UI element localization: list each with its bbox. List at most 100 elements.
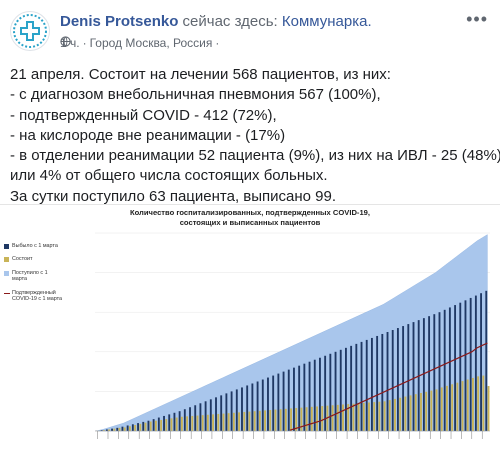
bar-current (264, 410, 266, 431)
bar-current (223, 414, 225, 431)
bar-current (482, 376, 484, 431)
bar-current (441, 387, 443, 431)
post-text-line: - с диагнозом внебольничная пневмония 56… (10, 85, 490, 105)
globe-icon[interactable] (60, 36, 71, 47)
bar-current (316, 406, 318, 431)
post-text-line: 21 апреля. Состоит на лечении 568 пациен… (10, 65, 490, 85)
bar-current (399, 398, 401, 431)
bar-current (337, 405, 339, 431)
bar-discharged (361, 342, 363, 431)
bar-discharged (381, 334, 383, 431)
bar-current (488, 386, 490, 431)
more-options-icon[interactable]: ••• (466, 14, 488, 24)
post-meta: 1 ч. · Город Москва, Россия · (60, 36, 219, 50)
bar-discharged (137, 423, 139, 431)
bar-discharged (158, 418, 160, 431)
bar-discharged (355, 344, 357, 431)
bar-current (171, 418, 173, 431)
bar-current (363, 403, 365, 431)
bar-discharged (283, 372, 285, 431)
bar-discharged (376, 336, 378, 431)
bar-current (384, 401, 386, 431)
bar-discharged (194, 405, 196, 431)
bar-current (321, 406, 323, 431)
bar-discharged (350, 346, 352, 431)
bar-discharged (335, 352, 337, 431)
bar-discharged (241, 387, 243, 431)
medical-cross-logo-icon (11, 12, 49, 50)
bar-current (285, 409, 287, 431)
bar-discharged (413, 322, 415, 431)
bar-discharged (179, 411, 181, 431)
bar-current (212, 414, 214, 431)
bar-discharged (277, 374, 279, 431)
bar-current (352, 404, 354, 431)
bar-current (176, 418, 178, 431)
place-link[interactable]: Коммунарка. (282, 13, 372, 30)
bar-discharged (387, 332, 389, 431)
bar-discharged (449, 307, 451, 431)
bar-current (217, 414, 219, 431)
bar-current (269, 410, 271, 431)
bar-discharged (272, 376, 274, 431)
bar-current (332, 405, 334, 431)
bar-current (472, 378, 474, 431)
bar-current (446, 386, 448, 431)
bar-discharged (173, 413, 175, 431)
bar-current (425, 392, 427, 431)
bar-discharged (116, 428, 118, 431)
bar-discharged (298, 366, 300, 431)
bar-discharged (397, 328, 399, 431)
bar-discharged (340, 350, 342, 431)
bar-current (150, 422, 152, 432)
meta-separator-2: · (215, 36, 219, 50)
post-text-line: - подтвержденный COVID - 412 (72%), (10, 106, 490, 126)
bar-discharged (366, 340, 368, 431)
bar-discharged (122, 427, 124, 431)
bar-discharged (246, 385, 248, 431)
post-image-chart[interactable]: Количество госпитализированных, подтверж… (0, 204, 500, 452)
bar-current (197, 416, 199, 431)
bar-current (113, 429, 115, 431)
bar-discharged (205, 401, 207, 431)
bar-discharged (220, 395, 222, 431)
bar-current (420, 393, 422, 431)
bar-current (155, 421, 157, 431)
bar-discharged (257, 382, 259, 432)
meta-separator: · (83, 36, 87, 50)
bar-discharged (407, 324, 409, 431)
bar-current (456, 383, 458, 431)
bar-discharged (163, 416, 165, 431)
bar-discharged (485, 291, 487, 431)
bar-discharged (262, 380, 264, 431)
bar-discharged (267, 378, 269, 431)
bar-discharged (199, 403, 201, 431)
bar-discharged (314, 360, 316, 431)
bar-current (415, 394, 417, 431)
bar-current (139, 424, 141, 431)
bar-discharged (392, 330, 394, 431)
bar-discharged (428, 316, 430, 431)
bar-discharged (465, 300, 467, 431)
bar-current (186, 416, 188, 431)
bar-current (119, 428, 121, 431)
bar-discharged (168, 414, 170, 431)
bar-current (275, 410, 277, 431)
bar-current (165, 419, 167, 431)
bar-discharged (439, 312, 441, 431)
bar-current (368, 402, 370, 431)
bar-current (436, 389, 438, 431)
bar-current (290, 408, 292, 431)
bar-discharged (251, 383, 253, 431)
bar-discharged (329, 354, 331, 431)
bar-discharged (184, 409, 186, 431)
bar-discharged (127, 425, 129, 431)
bar-current (233, 413, 235, 431)
avatar[interactable] (10, 11, 50, 51)
bar-current (129, 426, 131, 431)
author-name-link[interactable]: Denis Protsenko (60, 13, 178, 30)
bar-current (207, 415, 209, 431)
post-text: 21 апреля. Состоит на лечении 568 пациен… (10, 65, 490, 207)
bar-current (430, 391, 432, 431)
